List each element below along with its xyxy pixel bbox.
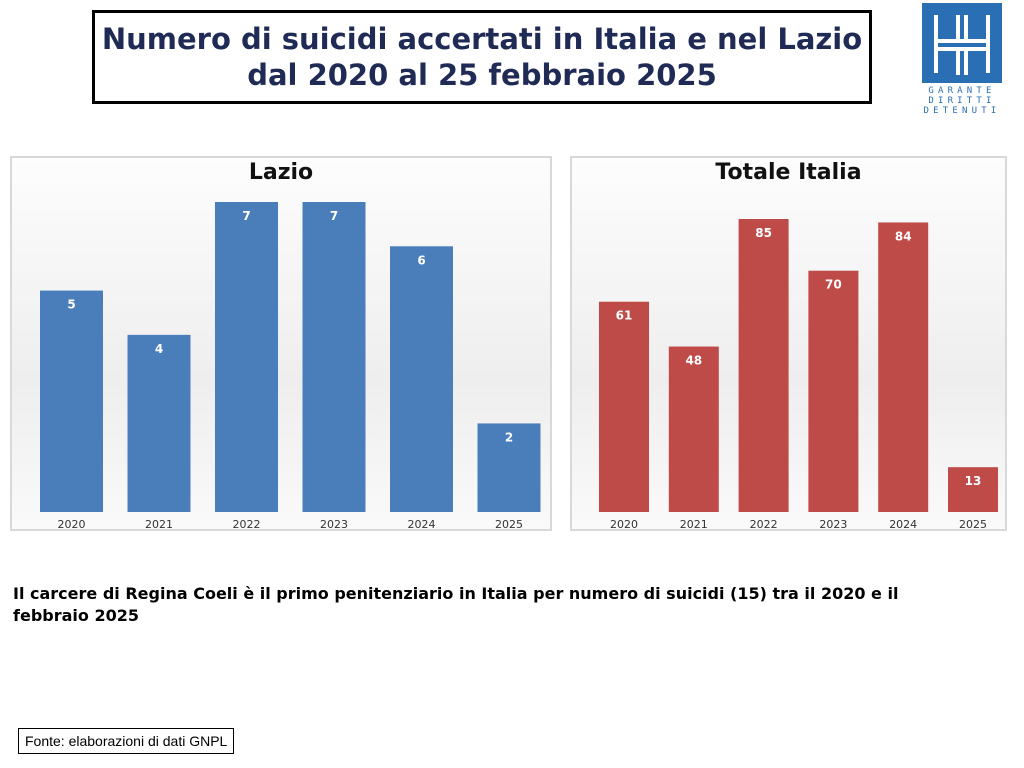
x-tick-label: 2021 [145,518,173,531]
italia-plot: 61 2020 48 2021 85 2022 70 2023 84 2024 13 2025 [599,219,998,531]
logo: GARANTE DIRITTI DETENUTI [922,3,1002,116]
x-tick-label: 2022 [233,518,261,531]
data-label: 61 [616,309,633,323]
data-label: 48 [685,354,702,368]
data-label: 70 [825,278,842,292]
x-tick-label: 2024 [889,518,917,531]
x-tick-label: 2022 [750,518,778,531]
italia-chart: Totale Italia 61 2020 48 2021 85 2022 70 2023 84… [570,156,1007,531]
logo-text-1: GARANTE [928,86,996,96]
note-text: Il carcere di Regina Coeli è il primo pe… [13,584,899,625]
x-tick-label: 2020 [610,518,638,531]
data-label: 6 [417,253,425,267]
title-line-1: Numero di suicidi accertati in Italia e … [101,22,863,56]
data-label: 5 [67,298,75,312]
logo-text-2: DIRITTI [928,96,996,106]
data-label: 85 [755,226,772,240]
lazio-chart: Lazio 5 2020 4 2021 7 2022 7 2023 6 2024 2 2025 [10,156,552,531]
bar-2021 [668,346,719,512]
x-tick-label: 2023 [819,518,847,531]
data-label: 2 [505,430,513,444]
x-tick-label: 2020 [58,518,86,531]
x-tick-label: 2023 [320,518,348,531]
bar-2025 [477,423,541,512]
source-box: Fonte: elaborazioni di dati GNPL [18,728,235,754]
x-tick-label: 2025 [959,518,987,531]
bar-2023 [808,270,859,512]
data-label: 13 [965,474,982,488]
bar-2023 [302,202,366,512]
bar-2022 [738,219,789,512]
x-tick-label: 2021 [680,518,708,531]
bar-2020 [599,301,649,512]
chart-title: Totale Italia [715,160,862,185]
data-label: 7 [330,209,338,223]
data-label: 84 [895,229,912,243]
bar-2021 [127,334,191,512]
bar-2022 [215,202,278,512]
data-label: 4 [155,342,163,356]
bar-2024 [390,246,453,512]
x-tick-label: 2024 [408,518,436,531]
data-label: 7 [242,209,250,223]
x-tick-label: 2025 [495,518,523,531]
bar-2024 [878,222,929,512]
logo-text-3: DETENUTI [923,106,1001,116]
title-box: Numero di suicidi accertati in Italia e … [92,10,872,104]
bar-2025 [948,467,998,512]
lazio-plot: 5 2020 4 2021 7 2022 7 2023 6 2024 2 2025 [40,202,541,531]
logo-icon [922,3,1002,83]
chart-title: Lazio [248,160,314,185]
title-line-2: dal 2020 al 25 febbraio 2025 [247,58,717,92]
bar-2020 [40,290,103,512]
